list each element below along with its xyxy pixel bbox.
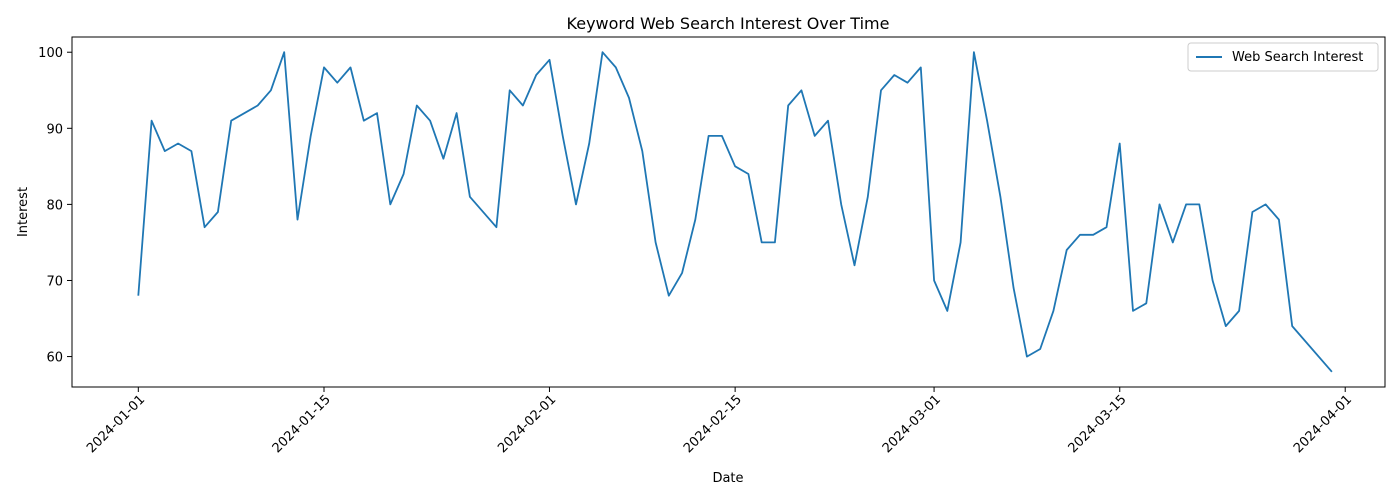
y-tick-label: 80: [46, 198, 63, 213]
legend: Web Search Interest: [1187, 42, 1379, 72]
y-tick-label: 60: [46, 351, 63, 366]
x-tick-label: 2024-01-15: [270, 392, 334, 456]
x-tick-label: 2024-01-01: [84, 392, 148, 456]
y-axis-ticks: 60 70 80 90 100: [38, 46, 72, 366]
x-tick-label: 2024-02-15: [681, 392, 745, 456]
y-tick-label: 100: [38, 46, 63, 61]
legend-box: [1187, 42, 1379, 72]
chart-title: Keyword Web Search Interest Over Time: [567, 14, 890, 33]
y-tick-label: 90: [46, 122, 63, 137]
series-line-web-search-interest: [137, 51, 1333, 373]
x-tick-label: 2024-04-01: [1291, 392, 1355, 456]
x-axis-label: Date: [712, 471, 743, 486]
x-axis-ticks: 2024-01-01 2024-01-15 2024-02-01 2024-02-15…: [84, 387, 1355, 456]
plot-frame: [71, 36, 1386, 388]
y-axis-label: Interest: [16, 187, 31, 237]
x-tick-label: 2024-02-01: [495, 392, 559, 456]
legend-label: Web Search Interest: [1232, 50, 1363, 65]
x-tick-label: 2024-03-15: [1066, 392, 1130, 456]
x-tick-label: 2024-03-01: [880, 392, 944, 456]
y-tick-label: 70: [46, 274, 63, 289]
